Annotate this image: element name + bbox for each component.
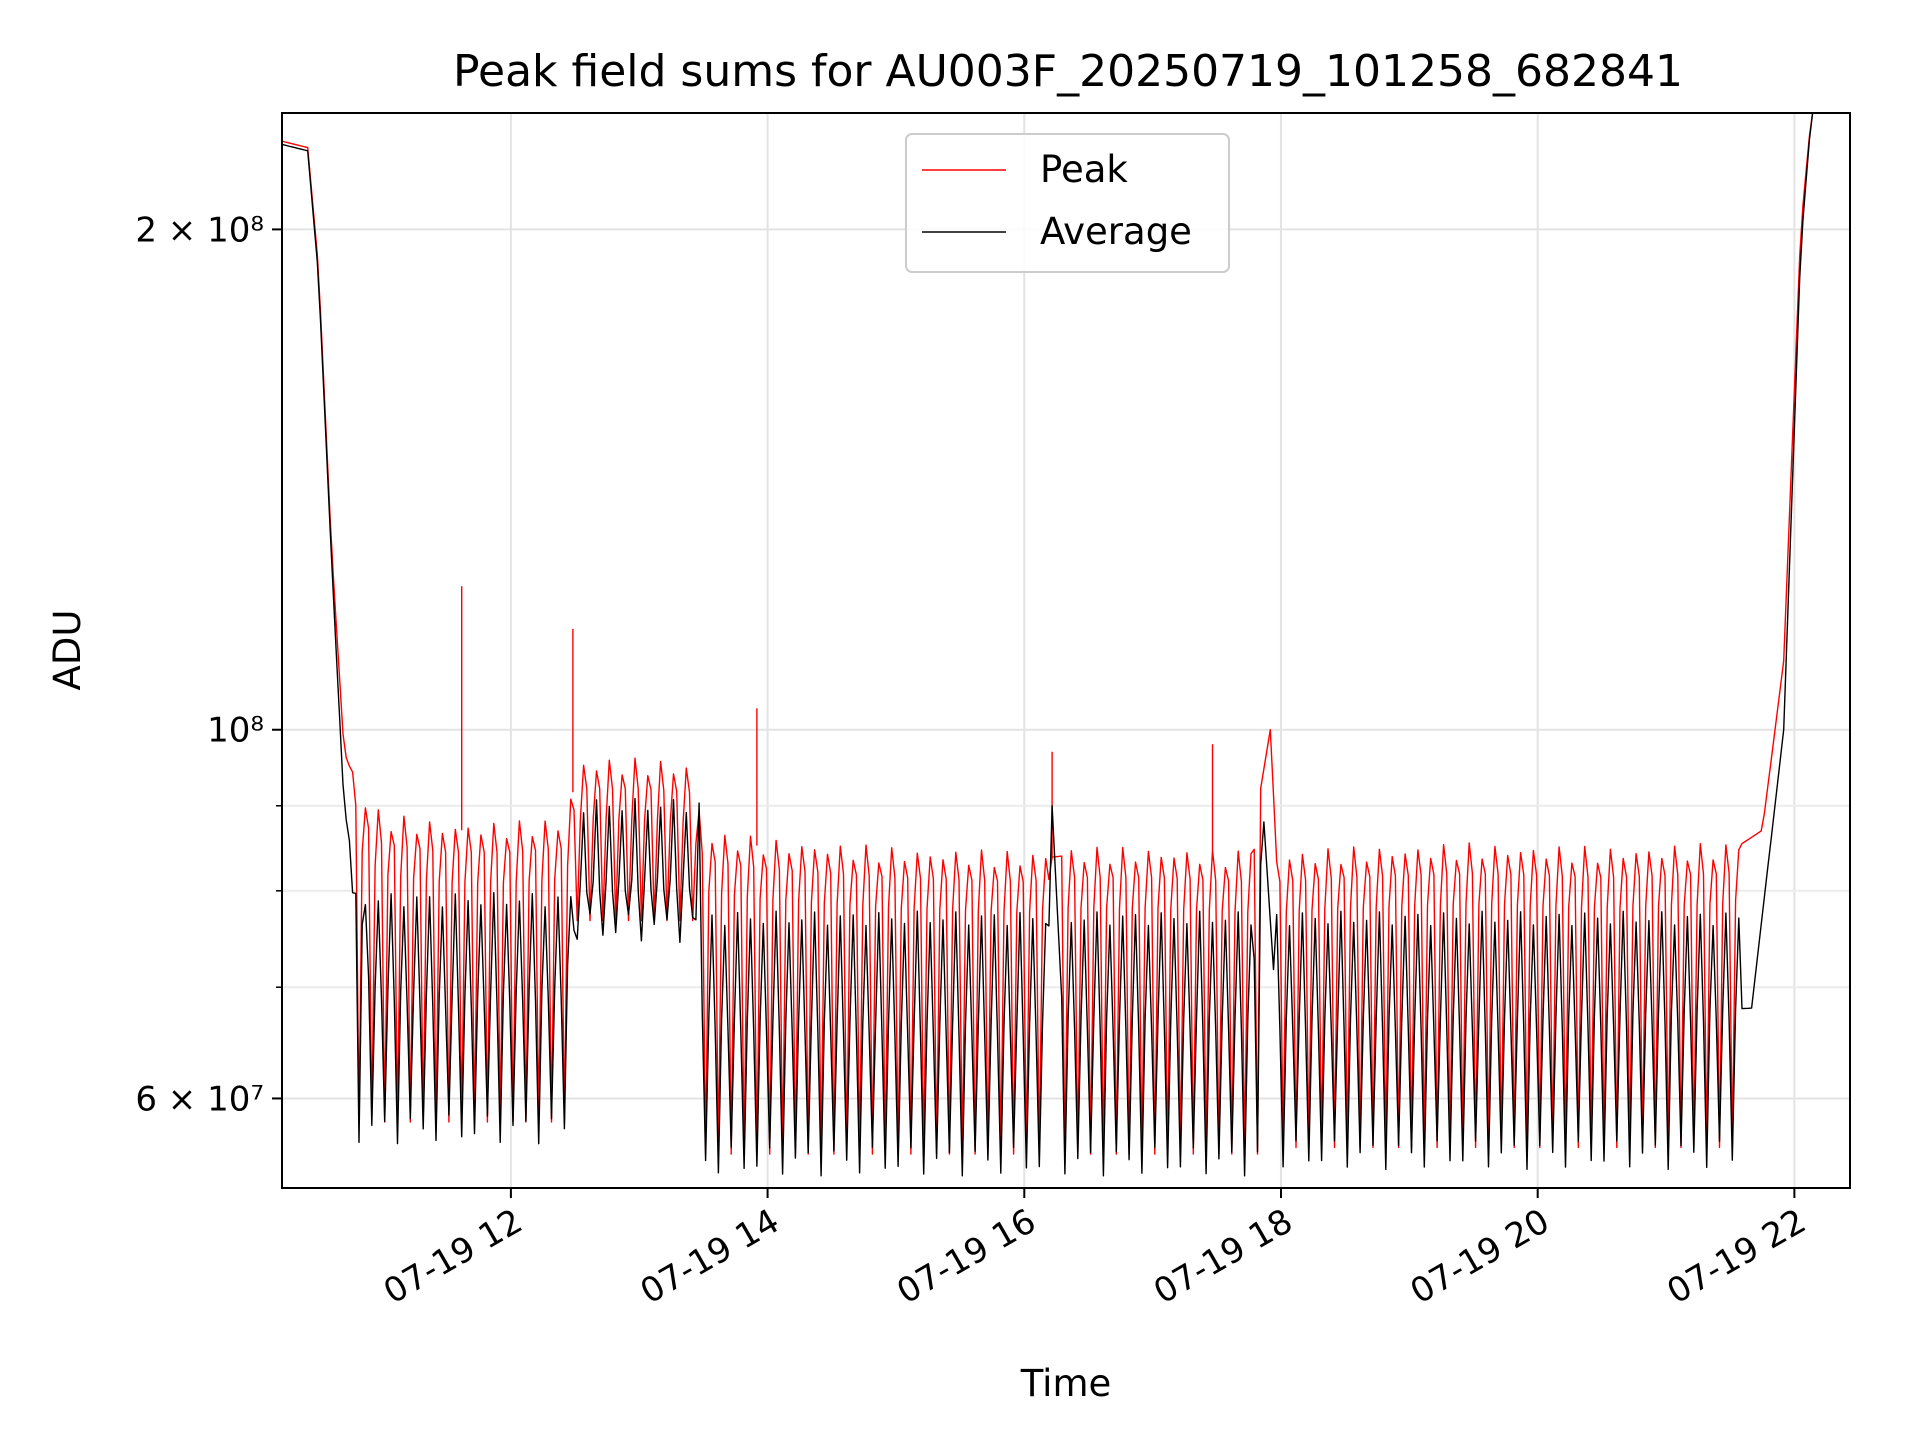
- plot-data: [282, 113, 1848, 1177]
- plot-frame: [281, 112, 1851, 1189]
- series-line-average: [282, 113, 1848, 1177]
- x-axis-label: Time: [1020, 1362, 1112, 1405]
- y-axis-label: ADU: [46, 610, 89, 691]
- chart-title: Peak field sums for AU003F_20250719_1012…: [453, 46, 1683, 97]
- legend: Peak Average: [905, 133, 1230, 273]
- y-tick-label: 10⁸: [207, 711, 264, 751]
- y-tick-label: 6 × 10⁷: [135, 1079, 264, 1119]
- y-tick-label: 2 × 10⁸: [135, 210, 264, 250]
- legend-label-peak: Peak: [1040, 148, 1128, 191]
- legend-box: [905, 133, 1230, 273]
- legend-label-average: Average: [1040, 210, 1192, 253]
